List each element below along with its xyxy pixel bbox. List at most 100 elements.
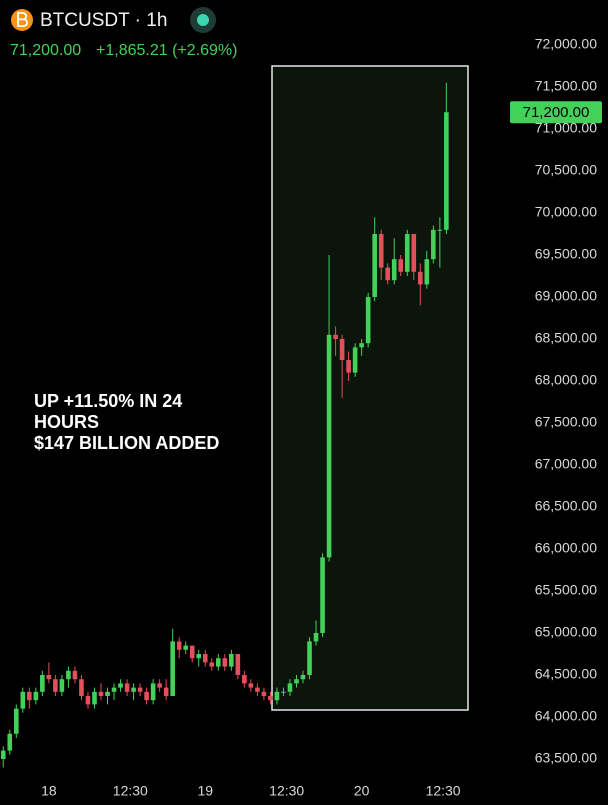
candle-body: [66, 670, 71, 680]
candle-body: [248, 683, 254, 688]
annotation-line: $147 BILLION ADDED: [34, 433, 219, 453]
y-tick-label: 64,500.00: [535, 666, 597, 682]
candle-body: [92, 691, 97, 705]
y-tick-label: 66,000.00: [535, 540, 597, 556]
annotation-line: HOURS: [34, 412, 99, 432]
candle-body: [411, 234, 417, 272]
candle-body: [124, 683, 130, 692]
x-tick-label: 19: [197, 783, 213, 799]
candle-body: [189, 645, 195, 659]
candle-body: [255, 687, 260, 692]
candle-body: [209, 662, 215, 667]
candle-body: [287, 683, 293, 692]
y-tick-label: 67,500.00: [535, 414, 597, 430]
candle-body: [333, 334, 338, 339]
candle-body: [339, 339, 345, 360]
x-tick-label: 12:30: [113, 783, 148, 799]
candle-body: [131, 687, 136, 692]
y-tick-label: 70,000.00: [535, 204, 597, 220]
candle-body: [157, 683, 162, 688]
candle-body: [53, 679, 58, 692]
candle-body: [33, 691, 39, 701]
candle-body: [59, 679, 65, 692]
candle-body: [215, 658, 221, 667]
candle-body: [404, 234, 410, 272]
candle-body: [85, 696, 91, 705]
y-tick-label: 66,500.00: [535, 498, 597, 514]
y-tick-label: 68,000.00: [535, 372, 597, 388]
candle-body: [229, 654, 234, 667]
candle-body: [300, 675, 306, 680]
y-tick-label: 69,000.00: [535, 288, 597, 304]
highlight-box: [271, 65, 469, 711]
candle-body: [352, 347, 358, 373]
candle-body: [274, 691, 280, 701]
candle-body: [320, 557, 325, 633]
candle-body: [437, 229, 443, 231]
candle-body: [424, 259, 430, 285]
candle-body: [0, 750, 6, 759]
coin-symbol: [17, 12, 28, 27]
candle-body: [105, 691, 110, 696]
candle-body: [372, 234, 377, 297]
candle-body: [294, 679, 299, 684]
candle-body: [365, 297, 371, 344]
candle-body: [176, 641, 182, 650]
candle-body: [183, 645, 189, 650]
candle-body: [359, 343, 364, 348]
candle-body: [398, 259, 404, 272]
candle-body: [40, 675, 45, 692]
y-tick-label: 70,500.00: [535, 162, 597, 178]
candle-body: [261, 691, 267, 696]
candle-body: [98, 691, 104, 696]
candle-body: [417, 271, 423, 285]
candle-body: [111, 687, 117, 692]
candle-body: [385, 267, 391, 281]
y-tick-label: 65,500.00: [535, 582, 597, 598]
candle-body: [391, 259, 397, 281]
x-tick-label: 18: [41, 783, 57, 799]
change-text: +1,865.21 (+2.69%): [96, 42, 237, 59]
candle-body: [202, 654, 208, 663]
price-text: 71,200.00: [10, 42, 81, 59]
x-tick-label: 20: [354, 783, 370, 799]
y-tick-label: 71,500.00: [535, 78, 597, 94]
candle-body: [307, 641, 312, 675]
candle-body: [144, 691, 149, 701]
candle-body: [150, 683, 156, 701]
candle-body: [72, 670, 78, 680]
y-tick-label: 69,500.00: [535, 246, 597, 262]
candle-body: [326, 334, 332, 558]
candle-body: [137, 687, 143, 692]
y-tick-label: 72,000.00: [535, 36, 597, 52]
candle-body: [170, 641, 175, 696]
x-tick-label: 12:30: [269, 783, 304, 799]
candle-body: [7, 733, 13, 751]
candle-body: [46, 675, 52, 680]
symbol-title: BTCUSDT · 1h: [40, 10, 167, 31]
candle-body: [242, 675, 247, 684]
candle-body: [163, 687, 169, 696]
candle-body: [268, 696, 273, 701]
candle-body: [346, 360, 351, 373]
candle-body: [27, 691, 32, 701]
candle-body: [378, 234, 384, 268]
candle-body: [431, 229, 436, 260]
candle-body: [235, 654, 241, 675]
y-tick-label: 67,000.00: [535, 456, 597, 472]
candle-body: [79, 679, 84, 696]
y-tick-label: 63,500.00: [535, 750, 597, 766]
candle-body: [118, 683, 123, 688]
y-tick-label: 65,000.00: [535, 624, 597, 640]
candle-body: [13, 708, 19, 734]
candle-body: [281, 691, 286, 693]
x-tick-label: 12:30: [426, 783, 461, 799]
status-dot: [197, 14, 209, 26]
candle-body: [222, 658, 228, 667]
price-tag: [510, 101, 602, 124]
y-tick-label: 64,000.00: [535, 708, 597, 724]
annotation-line: UP +11.50% IN 24: [34, 391, 182, 411]
candle-body: [313, 633, 319, 642]
